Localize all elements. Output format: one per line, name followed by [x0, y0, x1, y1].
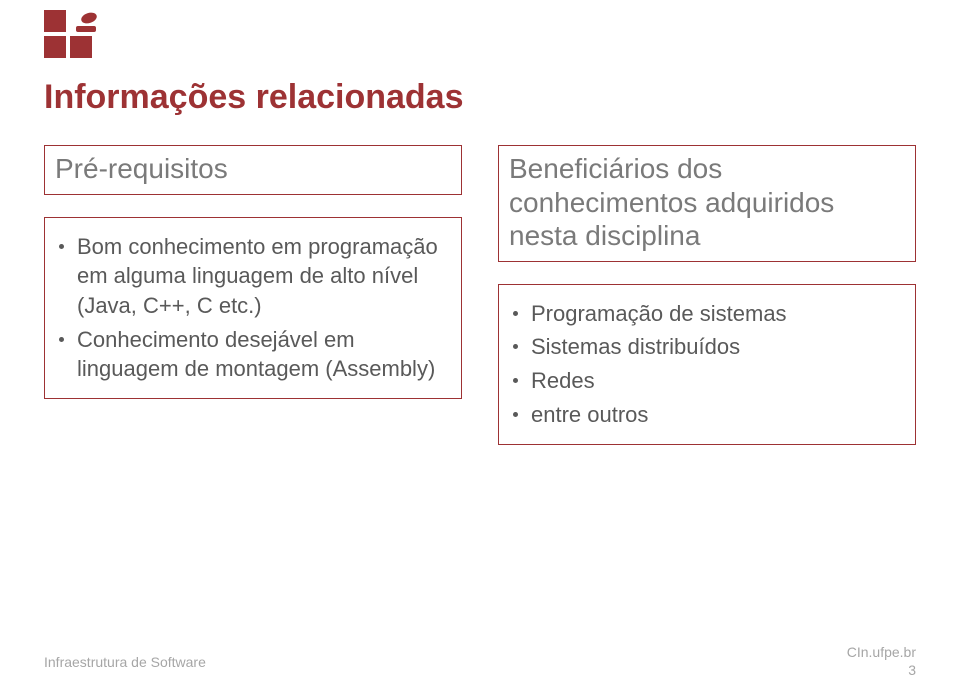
footer-right: CIn.ufpe.br: [847, 644, 916, 660]
right-heading-box: Beneficiários dos conhecimentos adquirid…: [498, 145, 916, 262]
list-item: Bom conhecimento em programação em algum…: [49, 232, 447, 321]
slide-title: Informações relacionadas: [44, 78, 464, 117]
cin-logo: [44, 8, 106, 63]
bullet-icon: [513, 344, 518, 349]
right-items-box: Programação de sistemas Sistemas distrib…: [498, 284, 916, 445]
footer-left: Infraestrutura de Software: [44, 654, 206, 670]
list-item-text: Sistemas distribuídos: [531, 334, 740, 359]
right-heading-text: Beneficiários dos conhecimentos adquirid…: [509, 153, 834, 251]
list-item-text: Conhecimento desejável em linguagem de m…: [77, 327, 435, 382]
list-item: Redes: [503, 366, 901, 396]
list-item: Sistemas distribuídos: [503, 332, 901, 362]
content-area: Pré-requisitos Bom conhecimento em progr…: [44, 145, 916, 445]
bullet-icon: [513, 378, 518, 383]
bullet-icon: [513, 412, 518, 417]
left-heading-text: Pré-requisitos: [55, 153, 228, 184]
left-heading-box: Pré-requisitos: [44, 145, 462, 195]
bullet-icon: [59, 337, 64, 342]
list-item: entre outros: [503, 400, 901, 430]
bullet-icon: [59, 244, 64, 249]
list-item-text: Programação de sistemas: [531, 301, 787, 326]
list-item-text: Bom conhecimento em programação em algum…: [77, 234, 438, 318]
page-number: 3: [908, 662, 916, 678]
list-item: Conhecimento desejável em linguagem de m…: [49, 325, 447, 384]
list-item-text: Redes: [531, 368, 595, 393]
left-items-box: Bom conhecimento em programação em algum…: [44, 217, 462, 399]
bullet-icon: [513, 311, 518, 316]
list-item-text: entre outros: [531, 402, 648, 427]
left-column: Pré-requisitos Bom conhecimento em progr…: [44, 145, 462, 445]
right-column: Beneficiários dos conhecimentos adquirid…: [498, 145, 916, 445]
list-item: Programação de sistemas: [503, 299, 901, 329]
